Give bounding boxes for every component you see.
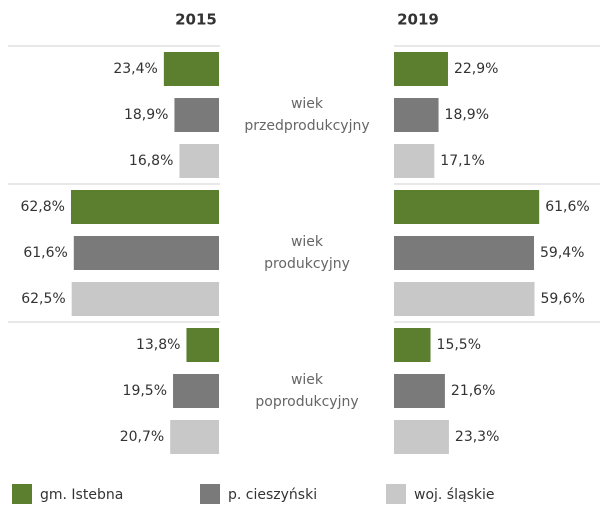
bar (73, 236, 219, 270)
value-label: 62,8% (20, 199, 64, 215)
bar (394, 98, 439, 132)
category-label: wiek przedprodukcyjny (244, 96, 369, 134)
legend-label: woj. śląskie (414, 487, 494, 503)
legend-swatch (200, 484, 220, 504)
bar (71, 282, 219, 316)
value-label: 23,3% (455, 429, 499, 445)
bar (394, 190, 540, 224)
value-label: 59,6% (540, 291, 584, 307)
value-label: 18,9% (445, 107, 489, 123)
value-label: 15,5% (437, 337, 481, 353)
bar (170, 420, 219, 454)
bar (394, 282, 535, 316)
legend-label: gm. Istebna (40, 487, 123, 503)
legend-swatch (386, 484, 406, 504)
bar (174, 98, 219, 132)
panel-title: 2015 (175, 11, 217, 29)
bar (394, 144, 435, 178)
value-label: 19,5% (123, 383, 167, 399)
bar (394, 328, 431, 362)
value-label: 20,7% (120, 429, 164, 445)
value-label: 62,5% (21, 291, 65, 307)
value-label: 21,6% (451, 383, 495, 399)
bar (173, 374, 219, 408)
legend-label: p. cieszyński (228, 487, 317, 503)
panel-title: 2019 (397, 11, 439, 29)
bar (394, 236, 535, 270)
bar (186, 328, 219, 362)
bar (163, 52, 219, 86)
legend-swatch (12, 484, 32, 504)
bar (394, 52, 448, 86)
value-label: 23,4% (113, 61, 157, 77)
value-label: 16,8% (129, 153, 173, 169)
value-label: 13,8% (136, 337, 180, 353)
value-label: 61,6% (23, 245, 67, 261)
value-label: 22,9% (454, 61, 498, 77)
bar (70, 190, 219, 224)
bar (394, 420, 449, 454)
value-label: 17,1% (440, 153, 484, 169)
category-label: wiek produkcyjny (264, 234, 350, 272)
bar (394, 374, 445, 408)
category-label: wiek poprodukcyjny (255, 372, 358, 410)
value-label: 61,6% (545, 199, 589, 215)
value-label: 59,4% (540, 245, 584, 261)
bar (179, 144, 219, 178)
value-label: 18,9% (124, 107, 168, 123)
